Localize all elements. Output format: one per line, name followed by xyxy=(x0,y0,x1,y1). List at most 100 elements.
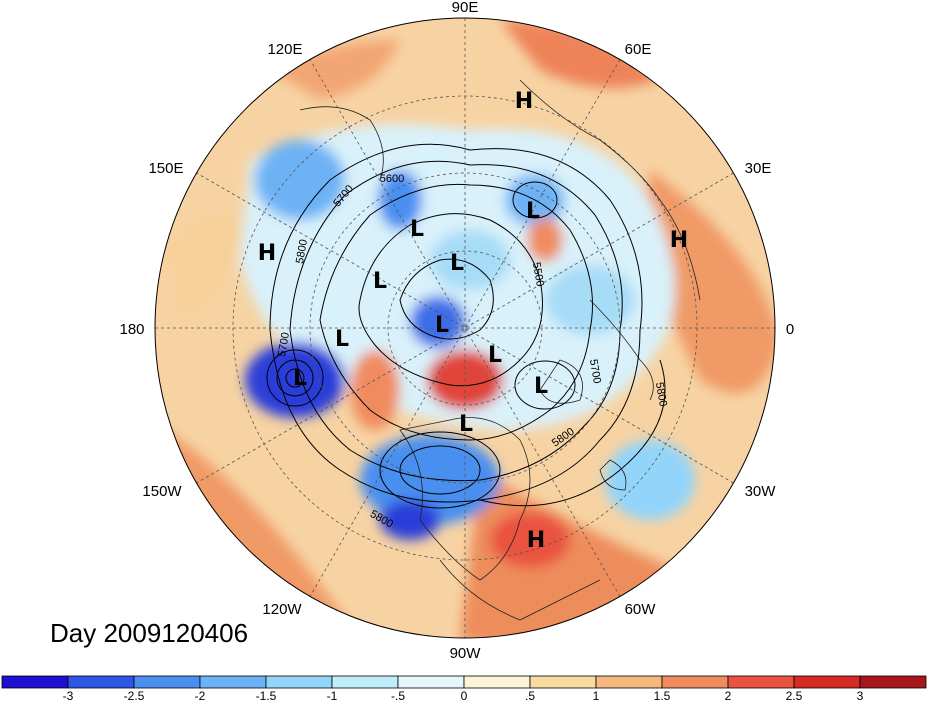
greenland-outline xyxy=(539,359,583,404)
low-center: L xyxy=(526,199,540,224)
lon-label: 150E xyxy=(148,160,183,177)
meridian-150 xyxy=(196,172,734,484)
colorbar-tick-label: 2 xyxy=(725,689,732,702)
low-center: L xyxy=(534,374,548,399)
warm-blob-alaska xyxy=(350,350,400,430)
colorbar-segment xyxy=(529,675,597,689)
colorbar-segment xyxy=(859,675,927,689)
colorbar-tick-label: 3 xyxy=(857,689,864,702)
contour-5700 xyxy=(289,160,623,482)
coastlines xyxy=(299,79,701,621)
colorbar-tick-label: 1 xyxy=(593,689,600,702)
low-center: L xyxy=(410,217,424,242)
colorbar-segment xyxy=(265,675,333,689)
colorbar-tick-label: -2 xyxy=(195,689,206,702)
date-label: Day 2009120406 xyxy=(50,618,249,648)
cold-blob-w xyxy=(245,342,345,418)
low-center: L xyxy=(450,251,464,276)
europe-outline xyxy=(589,299,654,401)
cold-blob-nw xyxy=(255,140,345,220)
meridian-30 xyxy=(196,172,734,484)
contour-5400 xyxy=(399,258,494,340)
high-center: H xyxy=(258,241,276,266)
warm-blob-sib xyxy=(527,218,563,262)
contour-low-s-1 xyxy=(379,431,501,509)
low-center: L xyxy=(435,313,449,338)
colorbar-tick-label: -3 xyxy=(63,689,74,702)
colorbar-tick-label: .5 xyxy=(525,689,535,702)
greenland-small xyxy=(599,459,627,491)
contour-5800 xyxy=(269,143,643,503)
colorbar-segment xyxy=(331,675,399,689)
lon-label: 0 xyxy=(786,321,794,338)
lon-label: 60E xyxy=(625,41,652,58)
colorbar-segment xyxy=(727,675,795,689)
pale-warm-w xyxy=(170,214,240,320)
cold-blob-s-core xyxy=(380,500,440,540)
colorbar-segment xyxy=(793,675,861,689)
contour-label: 5800 xyxy=(653,381,669,407)
contour-low-w-3 xyxy=(285,368,305,388)
contour-5500 xyxy=(358,213,543,387)
warm-region-n xyxy=(500,20,660,88)
meridian-120 xyxy=(309,59,621,597)
high-center: H xyxy=(515,89,533,114)
lon-label: 120E xyxy=(267,41,302,58)
colorbar: -3 -2.5 -2 -1.5 -1 -.5 0 .5 1 1.5 2 2.5 3 xyxy=(1,675,927,702)
colorbar-segment xyxy=(595,675,663,689)
colorbar-tick-label: -1 xyxy=(327,689,338,702)
colorbar-tick-label: -1.5 xyxy=(256,689,277,702)
colorbar-segment xyxy=(133,675,201,689)
cold-blob-ns xyxy=(378,170,422,230)
contour-label: 5800 xyxy=(294,238,310,264)
cold-blob-pole xyxy=(410,296,466,348)
contour-low-e-1 xyxy=(514,360,576,410)
longitude-labels: 90E 60E 30E 0 30W 60W 90W 120W 150W 180 … xyxy=(119,0,794,662)
colorbar-segment xyxy=(661,675,729,689)
height-contours xyxy=(266,143,666,509)
cold-blob-atlantic xyxy=(605,440,695,520)
lon-label: 60W xyxy=(625,601,657,618)
colorbar-segment xyxy=(199,675,267,689)
contour-low-w-2 xyxy=(276,359,314,397)
colorbar-segment xyxy=(463,675,531,689)
contour-low-ne-1 xyxy=(512,181,558,219)
cold-blob-n xyxy=(430,230,510,290)
colorbar-tick-label: 2.5 xyxy=(786,689,803,702)
low-center: L xyxy=(459,412,473,437)
colorbar-segment xyxy=(397,675,465,689)
low-center: L xyxy=(293,366,307,391)
warm-blob-caribbean xyxy=(490,512,570,568)
lon-label: 90E xyxy=(452,0,479,16)
north-america-outline xyxy=(399,417,531,581)
warm-region-nw xyxy=(270,40,400,100)
pressure-centers: H H H H L L L L L L L L L L xyxy=(258,89,688,553)
lon-label: 120W xyxy=(262,601,302,618)
low-center: L xyxy=(488,343,502,368)
high-center: H xyxy=(670,228,688,253)
lon-label: 90W xyxy=(450,645,482,662)
colorbar-segment xyxy=(1,675,69,689)
contour-low-w-1 xyxy=(266,349,324,407)
colorbar-tick-label: -.5 xyxy=(391,689,405,702)
map-boundary xyxy=(154,17,776,639)
contour-label: 5600 xyxy=(380,173,404,185)
low-center: L xyxy=(335,327,349,352)
central-america-outline xyxy=(439,559,601,621)
contour-5600 xyxy=(319,183,593,441)
lon-label: 150W xyxy=(142,483,182,500)
contour-label: 5700 xyxy=(587,358,603,384)
colorbar-tick-label: 0 xyxy=(461,689,468,702)
kamchatka-outline xyxy=(299,106,384,181)
meridian-60 xyxy=(309,59,621,597)
low-center: L xyxy=(373,269,387,294)
warm-region-e xyxy=(640,170,775,394)
colorbar-tick-label: 1.5 xyxy=(654,689,671,702)
high-center: H xyxy=(527,528,545,553)
contour-label: 5500 xyxy=(530,261,546,287)
contour-low-s-2 xyxy=(399,445,481,495)
anomaly-field xyxy=(155,18,775,638)
colorbar-segment xyxy=(67,675,135,689)
lon-label: 180 xyxy=(119,321,144,338)
